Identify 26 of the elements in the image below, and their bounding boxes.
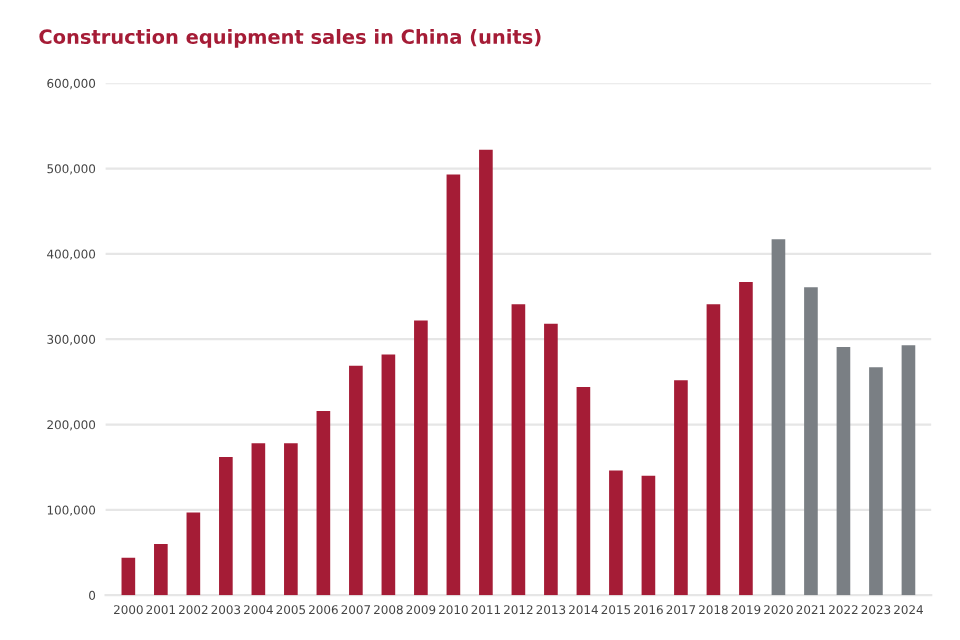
bar: [186, 512, 201, 596]
bar: [771, 239, 786, 596]
bar: [674, 380, 688, 596]
bar: [869, 367, 883, 596]
bar: [576, 386, 591, 596]
bar: [901, 345, 916, 596]
bar: [544, 323, 558, 596]
bar: [804, 287, 818, 596]
bar: [706, 304, 721, 596]
bar: [219, 456, 233, 596]
bar: [414, 320, 428, 596]
bar: [251, 443, 266, 596]
chart-title: Construction equipment sales in China (units): [39, 28, 541, 48]
bar: [284, 443, 298, 596]
bar: [511, 304, 526, 596]
bar: [836, 346, 851, 596]
bar: [381, 354, 396, 596]
bar: [446, 174, 461, 596]
bar: [641, 475, 656, 596]
bar: [349, 365, 363, 596]
bar: [154, 544, 168, 596]
bar: [739, 282, 753, 596]
bar: [479, 149, 493, 596]
bar: [121, 557, 136, 596]
bar: [609, 470, 623, 596]
bar: [316, 410, 331, 596]
